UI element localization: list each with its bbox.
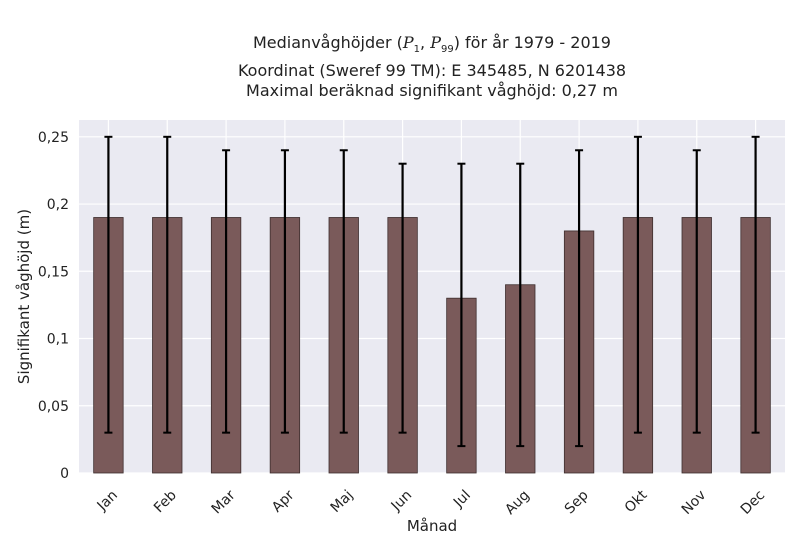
- y-tick-label: 0: [60, 466, 69, 482]
- p99-subscript: 99: [440, 44, 454, 56]
- chart-title: Medianvåghöjder (P1, P99) för år 1979 - …: [0, 33, 800, 102]
- x-tick-label: Maj: [328, 487, 357, 516]
- chart-title-line2: Koordinat (Sweref 99 TM): E 345485, N 62…: [237, 60, 627, 80]
- p1-symbol: P: [402, 33, 414, 52]
- chart-title-line1: Medianvåghöjder (P1, P99) för år 1979 - …: [253, 33, 611, 56]
- p1-subscript: 1: [413, 44, 421, 56]
- y-axis-ticks: 0 0,05 0,1 0,15 0,2 0,25: [38, 130, 69, 482]
- y-tick-label: 0,15: [38, 264, 69, 280]
- y-tick-label: 0,25: [38, 130, 69, 146]
- y-axis-label: Signifikant våghöjd (m): [15, 209, 33, 384]
- x-tick-label: Aug: [502, 487, 533, 518]
- y-tick-label: 0,05: [38, 399, 69, 415]
- x-tick-label: Nov: [679, 487, 710, 518]
- x-tick-label: Dec: [738, 487, 768, 517]
- x-axis-ticks: Jan Feb Mar Apr Maj Jun Jul Aug Sep Okt Nov Dec: [94, 487, 768, 518]
- x-tick-label: Jan: [94, 487, 121, 514]
- p99-symbol: P: [430, 33, 441, 52]
- x-tick-label: Okt: [622, 487, 651, 516]
- y-tick-label: 0,1: [47, 332, 69, 348]
- x-axis-label: Månad: [407, 517, 457, 535]
- x-tick-label: Jun: [388, 487, 415, 514]
- x-tick-label: Feb: [151, 487, 180, 516]
- x-tick-label: Apr: [269, 487, 298, 516]
- x-tick-label: Jul: [450, 487, 474, 511]
- x-tick-label: Sep: [562, 487, 592, 517]
- x-tick-label: Mar: [209, 487, 239, 517]
- error-bars: [104, 135, 760, 448]
- y-tick-label: 0,2: [47, 197, 69, 213]
- chart-title-line3: Maximal beräknad signifikant våghöjd: 0,…: [246, 81, 618, 101]
- plot-area: [79, 120, 785, 473]
